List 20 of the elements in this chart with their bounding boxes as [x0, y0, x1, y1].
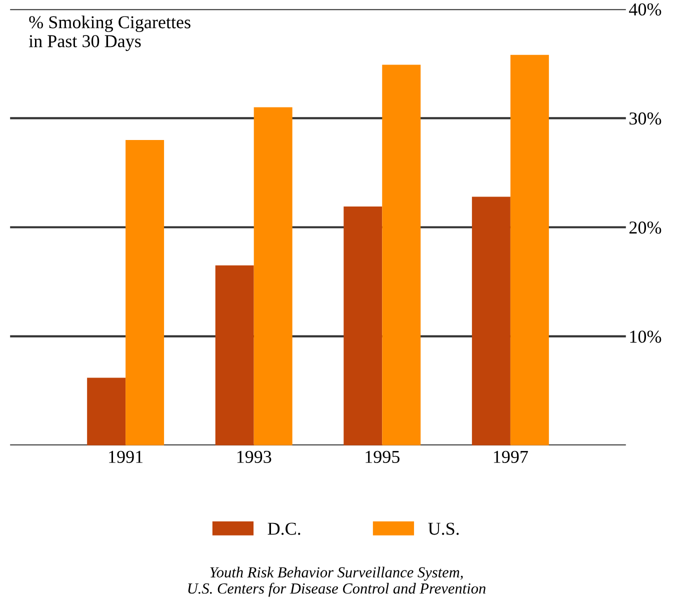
x-tick-label: 1997: [494, 450, 528, 463]
bar: [510, 54, 549, 446]
bar: [126, 140, 164, 446]
y-tick-label: 20%: [629, 222, 662, 234]
y-tick-label: 30%: [630, 112, 662, 125]
bar: [344, 206, 382, 446]
x-tick-label: 1995: [366, 450, 400, 463]
bar: [87, 378, 126, 446]
bar: [472, 196, 510, 446]
text: % Smoking Cigarettes in Past 30 Days: [28, 16, 190, 51]
x-tick-label: 1993: [237, 450, 272, 463]
bar: [254, 107, 292, 446]
legend-label: U.S.: [428, 522, 459, 535]
bar: [215, 265, 254, 446]
y-tick-label: 10%: [630, 330, 662, 343]
legend-label: D.C.: [268, 522, 300, 535]
text: Youth Risk Behavior Surveillance System, U.S. Centers for Disease Control and Prevention: [188, 566, 486, 597]
x-tick-label: 1991: [109, 450, 143, 463]
y-tick-label: 40%: [629, 3, 662, 16]
bar: [382, 64, 421, 446]
